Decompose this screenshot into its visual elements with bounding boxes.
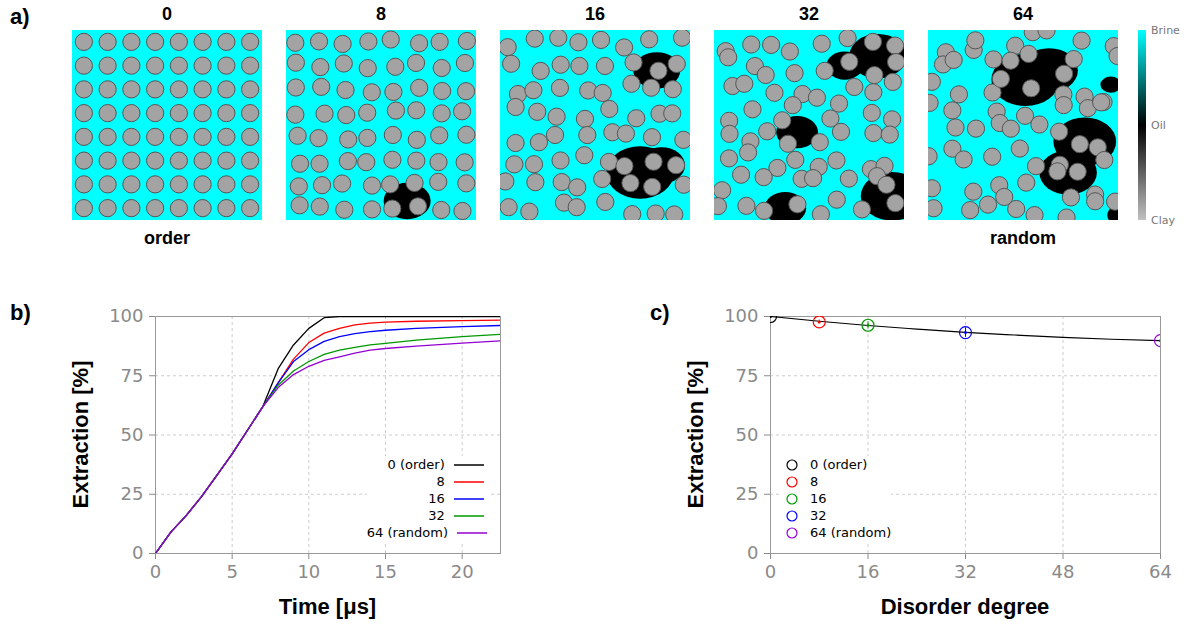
svg-text:a): a) (10, 4, 30, 29)
html-text:64 (random): 64 (random) (366, 525, 448, 540)
svg-text:0: 0 (150, 561, 161, 582)
svg-text:48: 48 (1052, 561, 1075, 582)
svg-text:64: 64 (1013, 4, 1033, 24)
html-text:32: 32 (428, 508, 445, 523)
html-text:0 (order): 0 (order) (810, 457, 868, 472)
svg-text:8: 8 (376, 4, 386, 24)
svg-text:64: 64 (1149, 561, 1172, 582)
svg-text:Brine: Brine (1151, 24, 1180, 37)
svg-text:10: 10 (297, 561, 320, 582)
html-text:16: 16 (428, 491, 445, 506)
html-text:0 (order): 0 (order) (387, 457, 445, 472)
svg-text:32: 32 (799, 4, 819, 24)
svg-text:50: 50 (121, 424, 144, 445)
html-text:32: 32 (810, 508, 827, 523)
svg-text:20: 20 (451, 561, 474, 582)
html-text:16: 16 (810, 491, 827, 506)
html-text:c): c) (650, 300, 670, 325)
html-text:8: 8 (810, 474, 819, 489)
svg-text:15: 15 (374, 561, 397, 582)
svg-text:100: 100 (724, 305, 758, 326)
svg-text:Oil: Oil (1151, 119, 1166, 132)
svg-text:Extraction [%]: Extraction [%] (68, 361, 93, 509)
svg-text:25: 25 (736, 483, 759, 504)
svg-text:50: 50 (736, 424, 759, 445)
svg-text:0: 0 (747, 542, 758, 563)
svg-text:16: 16 (857, 561, 880, 582)
svg-text:order: order (144, 228, 190, 248)
html-text:b): b) (10, 300, 31, 325)
svg-text:0: 0 (132, 542, 143, 563)
svg-text:5: 5 (226, 561, 237, 582)
svg-text:25: 25 (121, 483, 144, 504)
svg-text:100: 100 (109, 305, 143, 326)
html-text:64 (random): 64 (random) (810, 525, 892, 540)
svg-text:75: 75 (736, 365, 759, 386)
svg-text:random: random (990, 228, 1056, 248)
svg-text:0: 0 (765, 561, 776, 582)
svg-text:16: 16 (585, 4, 605, 24)
svg-text:Disorder degree: Disorder degree (881, 594, 1050, 619)
svg-text:75: 75 (121, 365, 144, 386)
svg-text:32: 32 (954, 561, 977, 582)
svg-text:Clay: Clay (1151, 214, 1175, 227)
svg-text:0: 0 (162, 4, 172, 24)
html-text:8: 8 (436, 474, 445, 489)
svg-text:Time [μs]: Time [μs] (279, 594, 376, 619)
svg-text:Extraction [%]: Extraction [%] (683, 361, 708, 509)
